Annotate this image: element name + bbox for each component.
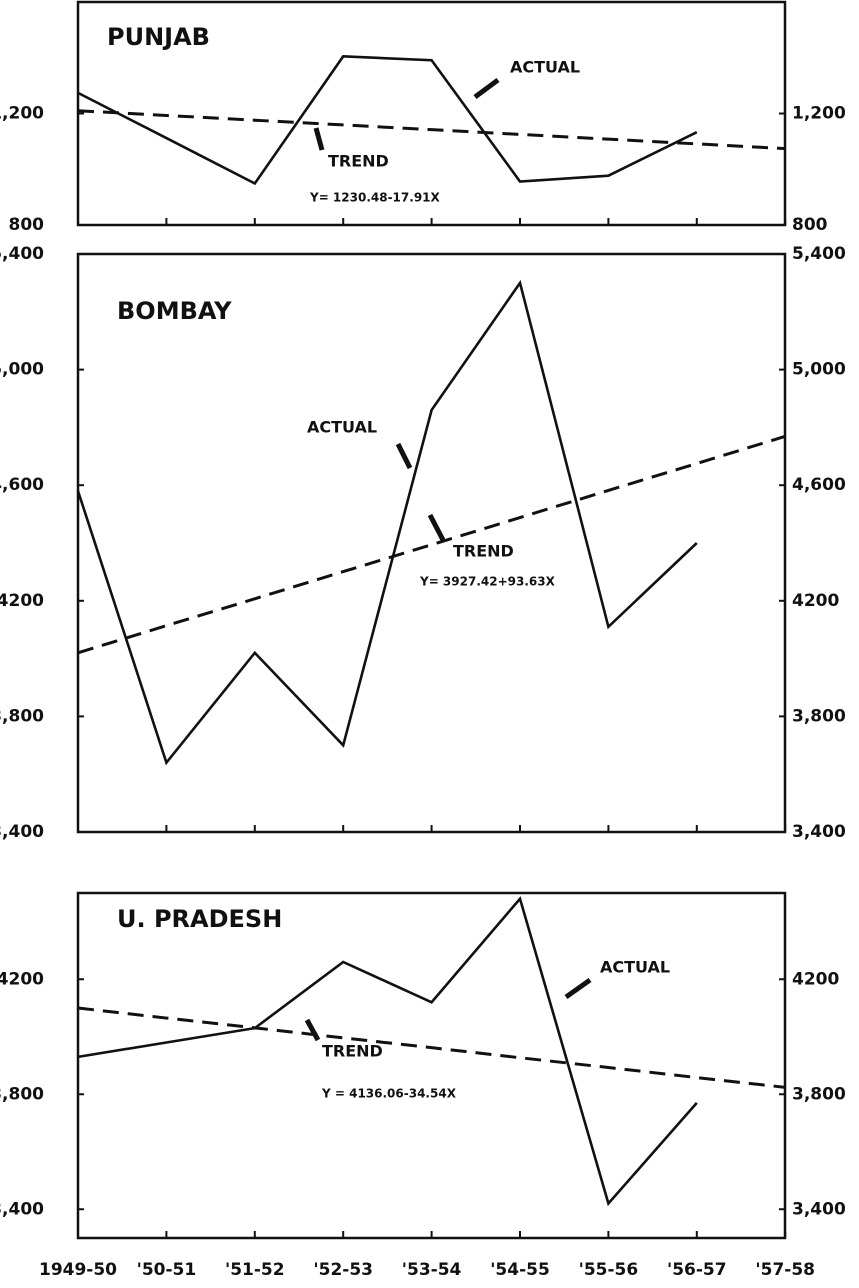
y2-tick-label: 800 [792, 215, 828, 235]
y-tick-label: 4200 [0, 591, 44, 611]
x-tick-label: '56-57 [667, 1260, 727, 1280]
y2-tick-label: 4,600 [792, 475, 846, 495]
x-tick-label: '53-54 [402, 1260, 462, 1280]
y-tick-label: 4,600 [0, 475, 44, 495]
y-tick-label: 800 [9, 215, 45, 235]
series-label: ACTUAL [510, 58, 580, 77]
series-line [77, 896, 698, 1207]
panel-title: BOMBAY [117, 297, 232, 325]
y2-tick-label: 4200 [792, 591, 839, 611]
y2-tick-label: 4200 [792, 969, 839, 989]
y-tick-label: 3,400 [0, 1199, 44, 1219]
annotation-arrow [564, 977, 592, 1000]
y-tick-label: 3,800 [0, 1084, 44, 1104]
panel-frame [76, 891, 787, 1240]
series-label: TREND [328, 152, 389, 171]
x-tick-label: '52-53 [313, 1260, 373, 1280]
annotation-arrow [395, 442, 413, 470]
y2-tick-label: 3,800 [792, 1084, 846, 1104]
equation: Y= 1230.48-17.91X [309, 191, 441, 205]
series-line [76, 279, 698, 766]
annotation-arrow [304, 1018, 321, 1042]
x-tick-label: '50-51 [137, 1260, 197, 1280]
y2-tick-label: 3,400 [792, 1199, 846, 1219]
panel-title: PUNJAB [107, 23, 210, 51]
series-label: TREND [453, 542, 514, 561]
annotation-arrow [313, 127, 325, 151]
x-tick-label: '51-52 [225, 1260, 285, 1280]
x-tick-label: '55-56 [579, 1260, 639, 1280]
panel-title: U. PRADESH [117, 905, 282, 933]
series-label: ACTUAL [307, 418, 377, 437]
y2-tick-label: 5,000 [792, 360, 846, 380]
series-label: TREND [322, 1042, 383, 1061]
x-tick-label: '54-55 [490, 1260, 550, 1280]
annotation-arrow [427, 513, 446, 542]
y-tick-label: 4200 [0, 969, 44, 989]
series-line [77, 1006, 786, 1089]
y2-tick-label: 3,400 [792, 822, 846, 842]
equation: Y = 4136.06-34.54X [321, 1087, 457, 1101]
equation: Y= 3927.42+93.63X [419, 575, 556, 589]
y2-tick-label: 3,800 [792, 706, 846, 726]
x-tick-label: 1949-50 [39, 1260, 117, 1280]
series-label: ACTUAL [600, 958, 670, 977]
y2-tick-label: 5,400 [792, 244, 846, 264]
y2-tick-label: 1,200 [792, 104, 846, 124]
y-tick-label: 1,200 [0, 104, 44, 124]
y-tick-label: 3,800 [0, 706, 44, 726]
y-tick-label: 3,400 [0, 822, 44, 842]
series-line [77, 55, 698, 186]
y-tick-label: 5,000 [0, 360, 44, 380]
series-line [77, 434, 786, 655]
panel-frame [76, 252, 787, 834]
y-tick-label: 5,400 [0, 244, 44, 264]
annotation-arrow [473, 77, 500, 100]
series-line [77, 109, 786, 151]
x-tick-label: '57-58 [755, 1260, 815, 1280]
